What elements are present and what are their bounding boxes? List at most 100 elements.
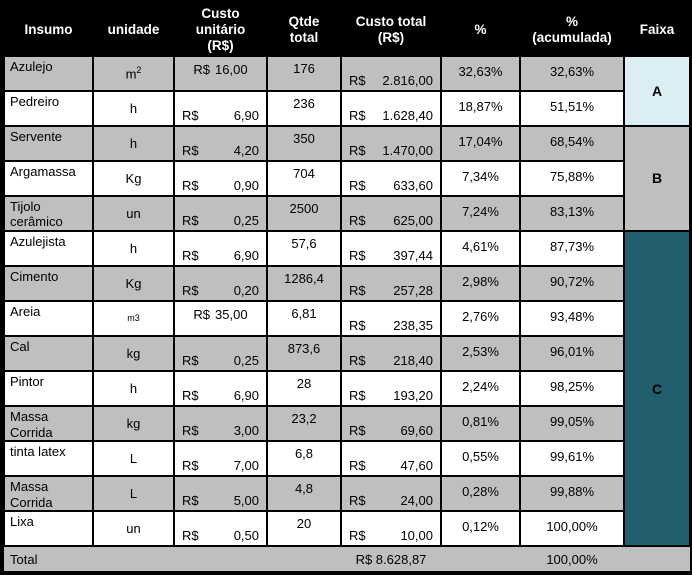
pct-cell: 2,76%: [440, 299, 521, 337]
currency-value: 625,00: [393, 212, 433, 228]
custo-total-cell: R$ 47,60: [340, 440, 442, 478]
pct-cell: 2,98%: [440, 264, 521, 302]
currency-value: 6,90: [233, 247, 259, 263]
pct-acum-cell: 93,48%: [519, 299, 625, 337]
currency-value: 193,20: [393, 387, 433, 403]
pct-acum-cell: 75,88%: [519, 159, 625, 197]
currency-symbol: R$: [182, 528, 199, 544]
table-row-pedreiro: Pedreiro h R$ 6,90 236 R$ 1.628,40 18,87% …: [3, 89, 690, 127]
custo-unitario-cell: R$ 4,20: [173, 124, 268, 162]
unidade-cell: m2: [92, 54, 175, 92]
header-custo-total: Custo total (R$): [340, 3, 442, 57]
custo-unitario-cell: R$ 0,20: [173, 264, 268, 302]
pct-cell: 17,04%: [440, 124, 521, 162]
qtde-cell: 236: [266, 89, 342, 127]
currency-value: 24,00: [400, 493, 433, 509]
unidade-cell: Kg: [92, 159, 175, 197]
custo-total-cell: R$ 193,20: [340, 369, 442, 407]
currency-symbol: R$: [182, 282, 199, 298]
currency-symbol: R$: [182, 493, 199, 509]
custo-unitario-cell: R$ 6,90: [173, 229, 268, 267]
currency-symbol: R$: [182, 142, 199, 158]
pct-cell: 7,34%: [440, 159, 521, 197]
header-qtde-total: Qtde total: [266, 3, 342, 57]
header-pct: %: [440, 3, 521, 57]
qtde-cell: 873,6: [266, 334, 342, 372]
insumo-cell: Areia: [3, 299, 94, 337]
custo-unitario-cell: R$ 5,00: [173, 475, 268, 513]
table-row-lixa: Lixa un R$ 0,50 20 R$ 10,00 0,12% 100,00%: [3, 510, 690, 548]
pct-acum-cell: 99,61%: [519, 440, 625, 478]
currency-symbol: R$: [349, 72, 366, 88]
table-row-servente: Servente h R$ 4,20 350 R$ 1.470,00 17,04% …: [3, 124, 691, 232]
table-body: Azulejo m2 R$ 16,00 176 R$ 2.816,00 32,63%…: [3, 54, 691, 574]
custo-total-cell: R$ 10,00: [340, 510, 442, 548]
pct-acum-cell: 99,05%: [519, 404, 625, 443]
custo-unitario-cell: R$ 16,00: [173, 54, 268, 92]
insumo-cell: Cal: [3, 334, 94, 372]
currency-value: 0,20: [233, 282, 259, 298]
currency-symbol: R$: [349, 177, 366, 193]
currency-value: 6,90: [233, 387, 259, 403]
qtde-cell: 704: [266, 159, 342, 197]
total-row: Total R$ 8.628,87 100,00%: [4, 545, 690, 574]
qtde-cell: 350: [266, 124, 342, 162]
custo-unitario-cell: R$ 6,90: [173, 369, 268, 407]
currency-value: 238,35: [393, 317, 433, 333]
currency-symbol: R$: [182, 247, 199, 263]
currency-value: 16,00: [215, 61, 248, 77]
currency-value: 218,40: [393, 352, 433, 368]
currency-symbol: R$: [182, 177, 199, 193]
currency-symbol: R$: [182, 423, 199, 439]
qtde-cell: 4,8: [266, 475, 342, 513]
custo-unitario-cell: R$ 6,90: [173, 89, 268, 127]
currency-symbol: R$: [349, 423, 366, 439]
currency-symbol: R$: [349, 247, 366, 263]
header-pct-acumulada: % (acumulada): [519, 3, 625, 57]
currency-value: 1.470,00: [382, 142, 433, 158]
currency-symbol: R$: [193, 306, 211, 322]
insumo-cell: Cimento: [3, 264, 94, 302]
table-row-argamassa: Argamassa Kg R$ 0,90 704 R$ 633,60 7,34% 7…: [3, 159, 690, 197]
custo-unitario-cell: R$ 0,50: [173, 510, 268, 548]
currency-symbol: R$: [349, 493, 366, 509]
custo-total-cell: R$ 69,60: [340, 404, 442, 443]
custo-unitario-cell: R$ 3,00: [173, 404, 268, 443]
currency-value: 0,25: [233, 212, 259, 228]
pct-cell: 0,28%: [440, 475, 521, 513]
insumo-cell: Argamassa: [3, 159, 94, 197]
pct-acum-cell: 96,01%: [519, 334, 625, 372]
currency-symbol: R$: [349, 282, 366, 298]
pct-acum-cell: 83,13%: [519, 194, 625, 232]
qtde-cell: 28: [266, 369, 342, 407]
qtde-cell: 23,2: [266, 404, 342, 443]
currency-value: 633,60: [393, 177, 433, 193]
header-row: Insumo unidade Custo unitário (R$) Qtde …: [3, 3, 691, 57]
currency-value: 47,60: [400, 458, 433, 474]
table-row-cimento: Cimento Kg R$ 0,20 1286,4 R$ 257,28 2,98% …: [3, 264, 690, 302]
custo-total-cell: R$ 1.628,40: [340, 89, 442, 127]
currency-value: 6,90: [233, 107, 259, 123]
pct-acum-cell: 32,63%: [519, 54, 625, 92]
qtde-cell: 176: [266, 54, 342, 92]
custo-unitario-cell: R$ 7,00: [173, 440, 268, 478]
currency-symbol: R$: [182, 107, 199, 123]
currency-symbol: R$: [349, 212, 366, 228]
pct-cell: 32,63%: [440, 54, 521, 92]
insumo-cell: Tijolo cerâmico: [3, 194, 94, 232]
insumo-cell: Pintor: [3, 369, 94, 407]
insumo-cell: Servente: [3, 124, 94, 162]
table-row-tijolo-ceramico: Tijolo cerâmico un R$ 0,25 2500 R$ 625,00 …: [3, 194, 690, 232]
unidade-cell: un: [92, 510, 175, 548]
currency-value: 2.816,00: [382, 72, 433, 88]
custo-total-cell: R$ 625,00: [340, 194, 442, 232]
qtde-cell: 57,6: [266, 229, 342, 267]
unidade-cell: kg: [92, 404, 175, 443]
custo-total-cell: R$ 218,40: [340, 334, 442, 372]
custo-unitario-cell: R$ 35,00: [173, 299, 268, 337]
insumo-cell: Azulejista: [3, 229, 94, 267]
currency-value: 69,60: [400, 423, 433, 439]
table-row-azulejo: Azulejo m2 R$ 16,00 176 R$ 2.816,00 32,63%…: [3, 54, 691, 127]
currency-symbol: R$: [349, 142, 366, 158]
